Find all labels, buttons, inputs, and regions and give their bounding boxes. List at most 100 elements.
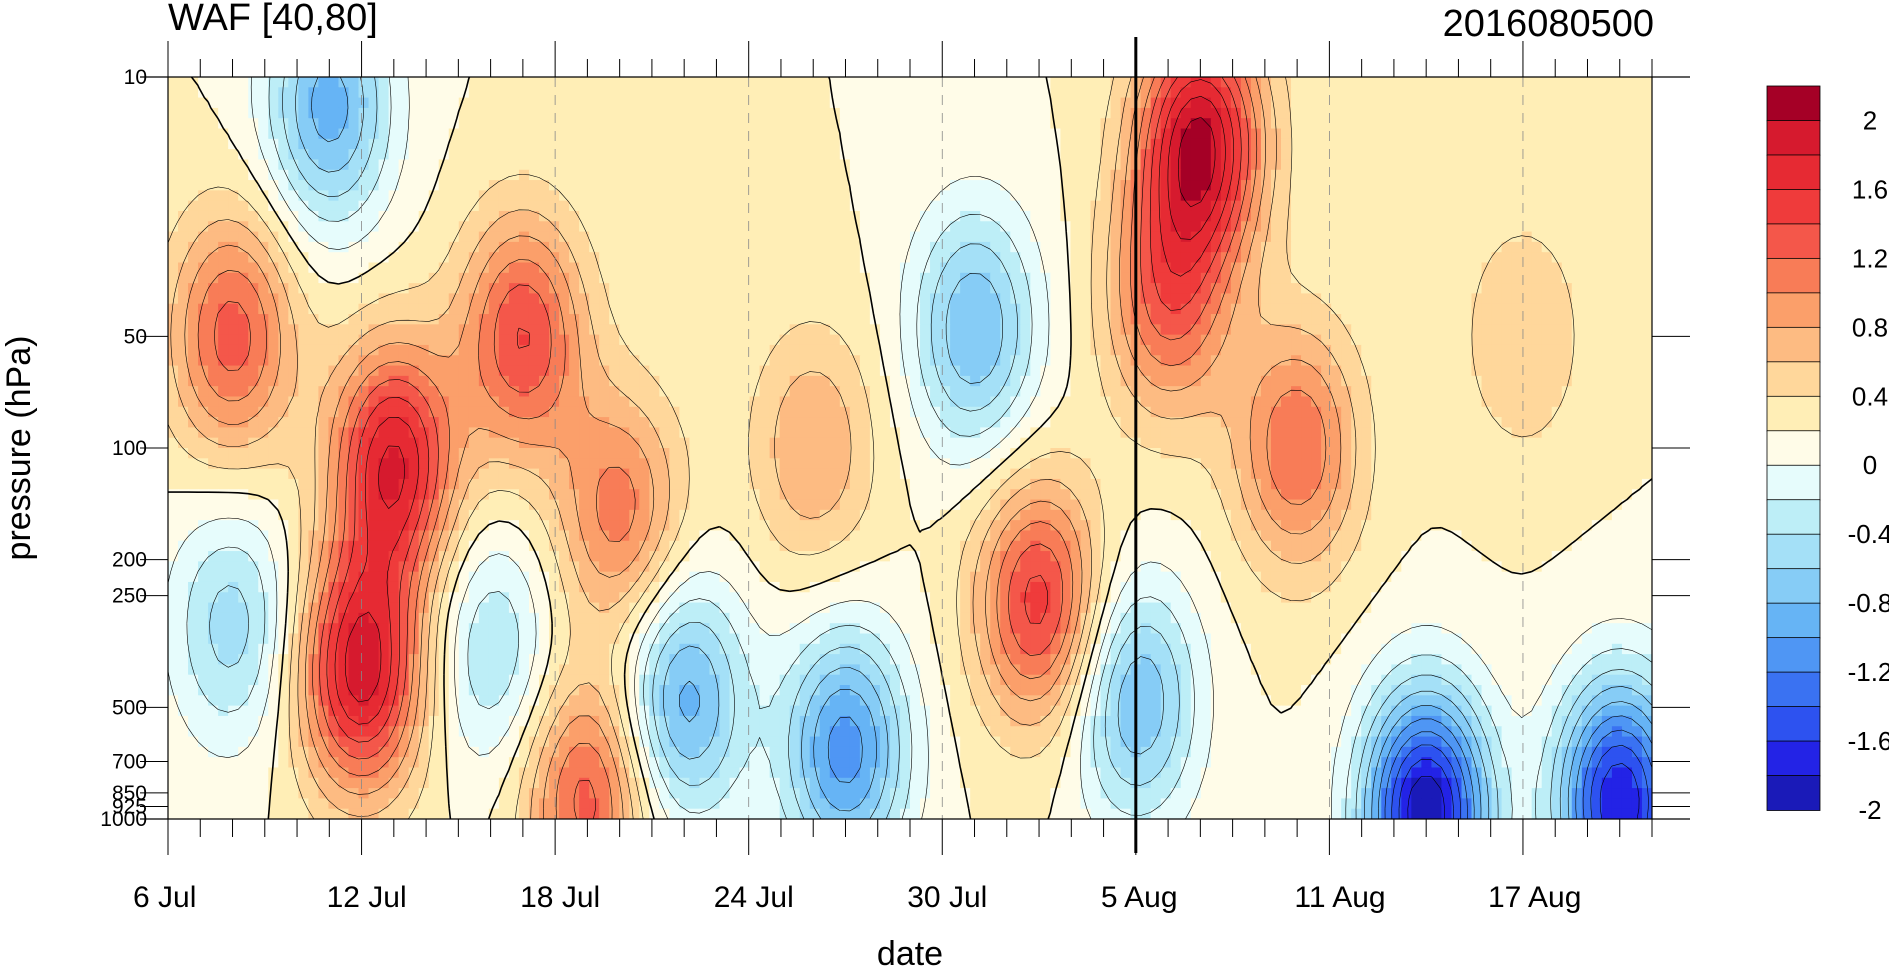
- field-cell: [689, 386, 701, 398]
- field-cell: [669, 344, 680, 356]
- field-cell: [188, 118, 199, 130]
- field-cell: [769, 77, 781, 88]
- field-cell: [318, 303, 330, 315]
- field-cell: [248, 241, 259, 253]
- field-cell: [1391, 252, 1402, 264]
- field-cell: [779, 334, 791, 346]
- field-cell: [1611, 221, 1623, 233]
- field-cell: [869, 200, 881, 212]
- field-cell: [899, 128, 911, 140]
- field-cell: [1150, 386, 1162, 398]
- field-cell: [1190, 283, 1202, 295]
- field-cell: [629, 77, 640, 88]
- field-cell: [418, 87, 430, 99]
- field-cell: [749, 190, 761, 202]
- field-cell: [1040, 406, 1051, 418]
- field-cell: [1421, 406, 1433, 418]
- field-cell: [1391, 200, 1402, 212]
- field-cell: [1090, 283, 1102, 295]
- field-cell: [970, 283, 981, 295]
- field-cell: [859, 190, 871, 202]
- field-cell: [639, 396, 650, 408]
- field-cell: [940, 77, 951, 88]
- field-cell: [188, 375, 199, 387]
- field-cell: [1060, 355, 1072, 367]
- field-cell: [539, 77, 550, 88]
- field-cell: [408, 283, 420, 295]
- field-cell: [1371, 262, 1382, 274]
- field-cell: [970, 118, 981, 130]
- field-cell: [849, 314, 861, 325]
- field-cell: [749, 241, 761, 253]
- field-cell: [1250, 355, 1262, 367]
- field-cell: [910, 97, 921, 109]
- field-cell: [789, 293, 801, 305]
- field-cell: [318, 262, 330, 274]
- field-cell: [1040, 149, 1051, 161]
- field-cell: [669, 252, 680, 264]
- field-cell: [1361, 149, 1372, 161]
- field-cell: [418, 417, 430, 428]
- field-cell: [1561, 314, 1573, 325]
- field-cell: [950, 334, 961, 346]
- field-cell: [448, 149, 460, 161]
- field-cell: [1070, 180, 1082, 191]
- field-cell: [1291, 293, 1302, 305]
- field-cell: [308, 334, 320, 346]
- field-cell: [709, 210, 721, 222]
- field-cell: [1471, 314, 1483, 325]
- field-cell: [1501, 314, 1513, 325]
- field-cell: [298, 77, 309, 88]
- field-cell: [990, 314, 1001, 325]
- field-cell: [1431, 107, 1443, 119]
- field-cell: [198, 231, 209, 243]
- field-cell: [910, 128, 921, 140]
- field-cell: [1321, 396, 1332, 408]
- field-cell: [1331, 303, 1342, 315]
- field-cell: [539, 314, 550, 325]
- field-cell: [1451, 334, 1463, 346]
- field-cell: [899, 190, 911, 202]
- field-cell: [188, 303, 199, 315]
- field-cell: [218, 241, 229, 253]
- field-cell: [619, 190, 630, 202]
- field-cell: [368, 138, 380, 150]
- field-cell: [859, 252, 871, 264]
- field-cell: [278, 355, 289, 367]
- field-cell: [1631, 128, 1643, 140]
- field-cell: [208, 190, 219, 202]
- field-cell: [498, 252, 510, 264]
- field-cell: [619, 293, 630, 305]
- field-cell: [940, 118, 951, 130]
- field-cell: [1230, 77, 1242, 88]
- field-cell: [1230, 293, 1242, 305]
- field-cell: [729, 365, 741, 377]
- field-cell: [920, 396, 931, 408]
- field-cell: [398, 97, 410, 109]
- field-cell: [1291, 406, 1302, 418]
- field-cell: [990, 200, 1001, 212]
- field-cell: [1230, 334, 1242, 346]
- field-cell: [1240, 118, 1252, 130]
- field-cell: [1240, 365, 1252, 377]
- field-cell: [1531, 324, 1543, 336]
- field-cell: [1581, 180, 1593, 191]
- field-cell: [518, 190, 530, 202]
- field-cell: [348, 128, 360, 140]
- field-cell: [358, 252, 370, 264]
- field-cell: [278, 283, 289, 295]
- field-cell: [198, 252, 209, 264]
- field-cell: [1441, 180, 1453, 191]
- field-cell: [168, 272, 179, 284]
- field-cell: [1160, 241, 1172, 253]
- field-cell: [1561, 210, 1573, 222]
- field-cell: [1341, 314, 1352, 325]
- field-cell: [328, 149, 340, 161]
- field-cell: [338, 365, 350, 377]
- field-cell: [418, 252, 430, 264]
- field-cell: [1100, 97, 1112, 109]
- field-cell: [629, 355, 640, 367]
- field-cell: [589, 241, 600, 253]
- field-cell: [1601, 406, 1613, 418]
- field-cell: [1451, 324, 1463, 336]
